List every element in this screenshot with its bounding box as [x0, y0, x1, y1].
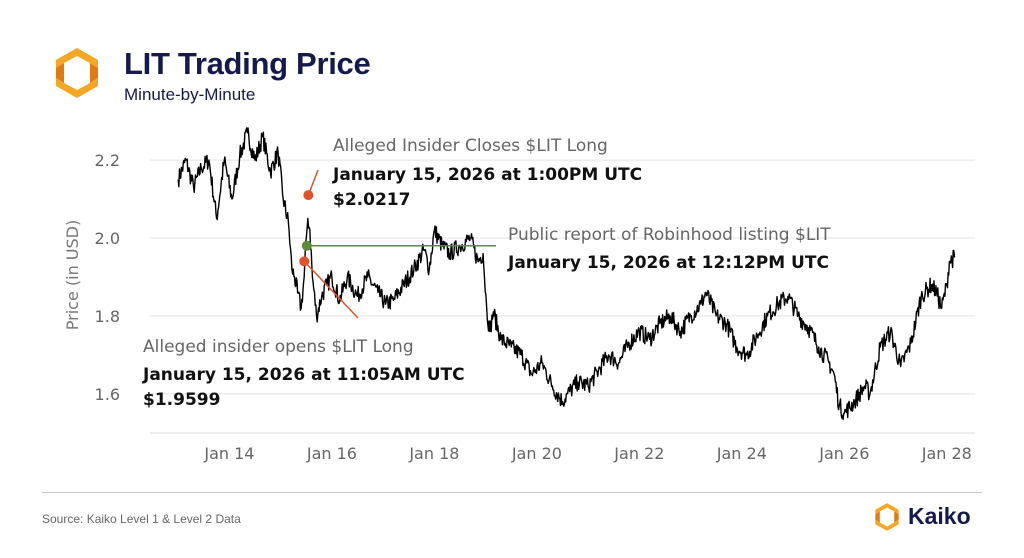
y-axis-title: Price (in USD): [63, 220, 82, 330]
page-title: LIT Trading Price: [124, 46, 371, 81]
chart-header: LIT Trading Price Minute-by-Minute: [50, 40, 650, 110]
price-series-line: [177, 127, 956, 421]
y-tick-label: 2.2: [95, 151, 120, 170]
insider-opens-price: $1.9599: [143, 390, 220, 410]
axes-layer: 1.6 1.8 2.0 2.2 Jan 14 Jan 16 Jan 18 Jan 20 Jan …: [63, 151, 972, 463]
footer-divider: [42, 492, 982, 493]
series-layer: [177, 127, 956, 421]
x-tick-label: Jan 16: [306, 444, 357, 463]
insider-opens-title: Alleged insider opens $LIT Long: [143, 337, 414, 357]
insider-opens-marker: [299, 256, 310, 267]
insider-closes-marker: [303, 190, 314, 201]
x-tick-label: Jan 26: [818, 444, 869, 463]
annotation-layer: Alleged Insider Closes $LIT Long January …: [142, 136, 831, 410]
brand-name: Kaiko: [908, 503, 971, 529]
brand-footer: Kaiko: [872, 500, 992, 534]
x-tick-label: Jan 14: [203, 444, 254, 463]
x-tick-label: Jan 24: [716, 444, 767, 463]
y-tick-label: 2.0: [95, 229, 120, 248]
x-tick-label: Jan 18: [408, 444, 459, 463]
y-tick-label: 1.8: [95, 307, 120, 326]
robinhood-report-marker: [301, 240, 312, 251]
kaiko-logo-icon: [875, 503, 899, 531]
insider-opens-leader: [303, 260, 359, 319]
x-tick-label: Jan 28: [921, 444, 972, 463]
kaiko-logo-icon: [56, 48, 98, 98]
insider-closes-date: January 15, 2026 at 1:00PM UTC: [332, 165, 642, 185]
x-tick-label: Jan 22: [613, 444, 664, 463]
grid-layer: [150, 159, 975, 434]
page-subtitle: Minute-by-Minute: [124, 85, 256, 104]
robinhood-report-title: Public report of Robinhood listing $LIT: [508, 225, 831, 245]
insider-closes-price: $2.0217: [333, 190, 410, 210]
insider-opens-date: January 15, 2026 at 11:05AM UTC: [142, 365, 465, 385]
insider-closes-title: Alleged Insider Closes $LIT Long: [333, 136, 608, 156]
robinhood-report-date: January 15, 2026 at 12:12PM UTC: [507, 253, 829, 273]
source-note: Source: Kaiko Level 1 & Level 2 Data: [42, 512, 241, 526]
x-tick-label: Jan 20: [511, 444, 562, 463]
y-tick-label: 1.6: [95, 385, 120, 404]
